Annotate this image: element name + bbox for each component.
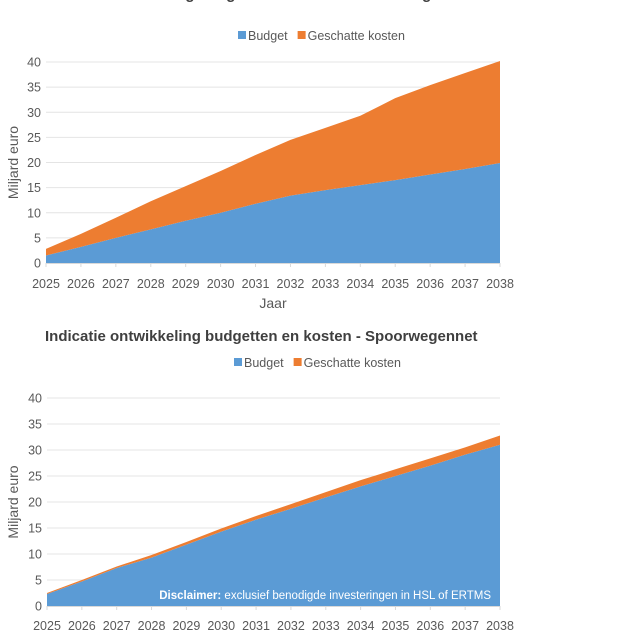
x-tick-label: 2035 bbox=[381, 277, 409, 291]
legend-swatch bbox=[234, 358, 242, 366]
y-tick-label: 30 bbox=[27, 106, 41, 120]
x-tick-label: 2032 bbox=[277, 619, 305, 633]
disclaimer-annotation: Disclaimer: exclusief benodigde invester… bbox=[159, 590, 491, 602]
x-tick-label: 2033 bbox=[312, 619, 340, 633]
area-budget bbox=[46, 163, 500, 263]
disclaimer-label: Disclaimer: bbox=[159, 590, 221, 602]
y-tick-label: 0 bbox=[34, 257, 41, 271]
y-tick-label: 20 bbox=[27, 156, 41, 170]
x-tick-label: 2033 bbox=[311, 277, 339, 291]
chart-1: Indicatie ontwikkeling budgetten en kost… bbox=[5, 0, 514, 311]
chart-title: Indicatie ontwikkeling budgetten en kost… bbox=[39, 0, 472, 3]
legend-label: Budget bbox=[244, 356, 284, 370]
x-tick-label: 2026 bbox=[68, 619, 96, 633]
y-tick-label: 0 bbox=[35, 600, 42, 614]
y-tick-label: 25 bbox=[28, 470, 42, 484]
x-tick-label: 2028 bbox=[138, 619, 166, 633]
x-tick-label: 2037 bbox=[451, 619, 479, 633]
x-tick-label: 2025 bbox=[32, 277, 60, 291]
x-tick-label: 2034 bbox=[347, 619, 375, 633]
x-tick-label: 2037 bbox=[451, 277, 479, 291]
legend-label: Budget bbox=[248, 29, 288, 43]
y-tick-label: 40 bbox=[28, 392, 42, 406]
legend-swatch bbox=[297, 31, 306, 39]
legend-label: Geschatte kosten bbox=[308, 29, 405, 43]
x-tick-label: 2027 bbox=[103, 619, 131, 633]
legend-label: Geschatte kosten bbox=[304, 356, 401, 370]
x-tick-label: 2029 bbox=[172, 619, 200, 633]
y-tick-label: 15 bbox=[27, 181, 41, 195]
legend-swatch bbox=[238, 31, 246, 39]
disclaimer-text: exclusief benodigde investeringen in HSL… bbox=[221, 590, 491, 602]
y-tick-label: 5 bbox=[35, 574, 42, 588]
legend-swatch bbox=[293, 358, 302, 366]
x-tick-label: 2038 bbox=[486, 277, 514, 291]
y-tick-label: 10 bbox=[28, 548, 42, 562]
x-tick-label: 2025 bbox=[33, 619, 61, 633]
x-tick-label: 2036 bbox=[416, 277, 444, 291]
y-tick-label: 25 bbox=[27, 131, 41, 145]
y-tick-label: 5 bbox=[34, 231, 41, 245]
area-geschatte-kosten bbox=[46, 60, 500, 256]
y-tick-label: 40 bbox=[27, 56, 41, 70]
x-axis-title: Jaar bbox=[259, 295, 287, 311]
x-tick-label: 2029 bbox=[172, 277, 200, 291]
x-tick-label: 2028 bbox=[137, 277, 165, 291]
y-tick-label: 30 bbox=[28, 444, 42, 458]
x-tick-label: 2026 bbox=[67, 277, 95, 291]
x-tick-label: 2030 bbox=[207, 277, 235, 291]
x-tick-label: 2034 bbox=[346, 277, 374, 291]
y-tick-label: 20 bbox=[28, 496, 42, 510]
x-tick-label: 2035 bbox=[382, 619, 410, 633]
area-geschatte-kosten bbox=[47, 435, 500, 595]
y-tick-label: 10 bbox=[27, 206, 41, 220]
chart-2: Indicatie ontwikkeling budgetten en kost… bbox=[5, 328, 514, 633]
x-tick-label: 2036 bbox=[416, 619, 444, 633]
x-tick-label: 2031 bbox=[242, 619, 270, 633]
x-tick-label: 2031 bbox=[242, 277, 270, 291]
y-tick-label: 35 bbox=[28, 418, 42, 432]
y-axis-title: Miljard euro bbox=[5, 126, 21, 199]
y-axis-title: Miljard euro bbox=[5, 465, 21, 538]
x-tick-label: 2032 bbox=[277, 277, 305, 291]
x-tick-label: 2038 bbox=[486, 619, 514, 633]
area-budget bbox=[47, 444, 500, 606]
x-tick-label: 2030 bbox=[207, 619, 235, 633]
y-tick-label: 35 bbox=[27, 81, 41, 95]
x-tick-label: 2027 bbox=[102, 277, 130, 291]
chart-title: Indicatie ontwikkeling budgetten en kost… bbox=[45, 328, 478, 345]
y-tick-label: 15 bbox=[28, 522, 42, 536]
